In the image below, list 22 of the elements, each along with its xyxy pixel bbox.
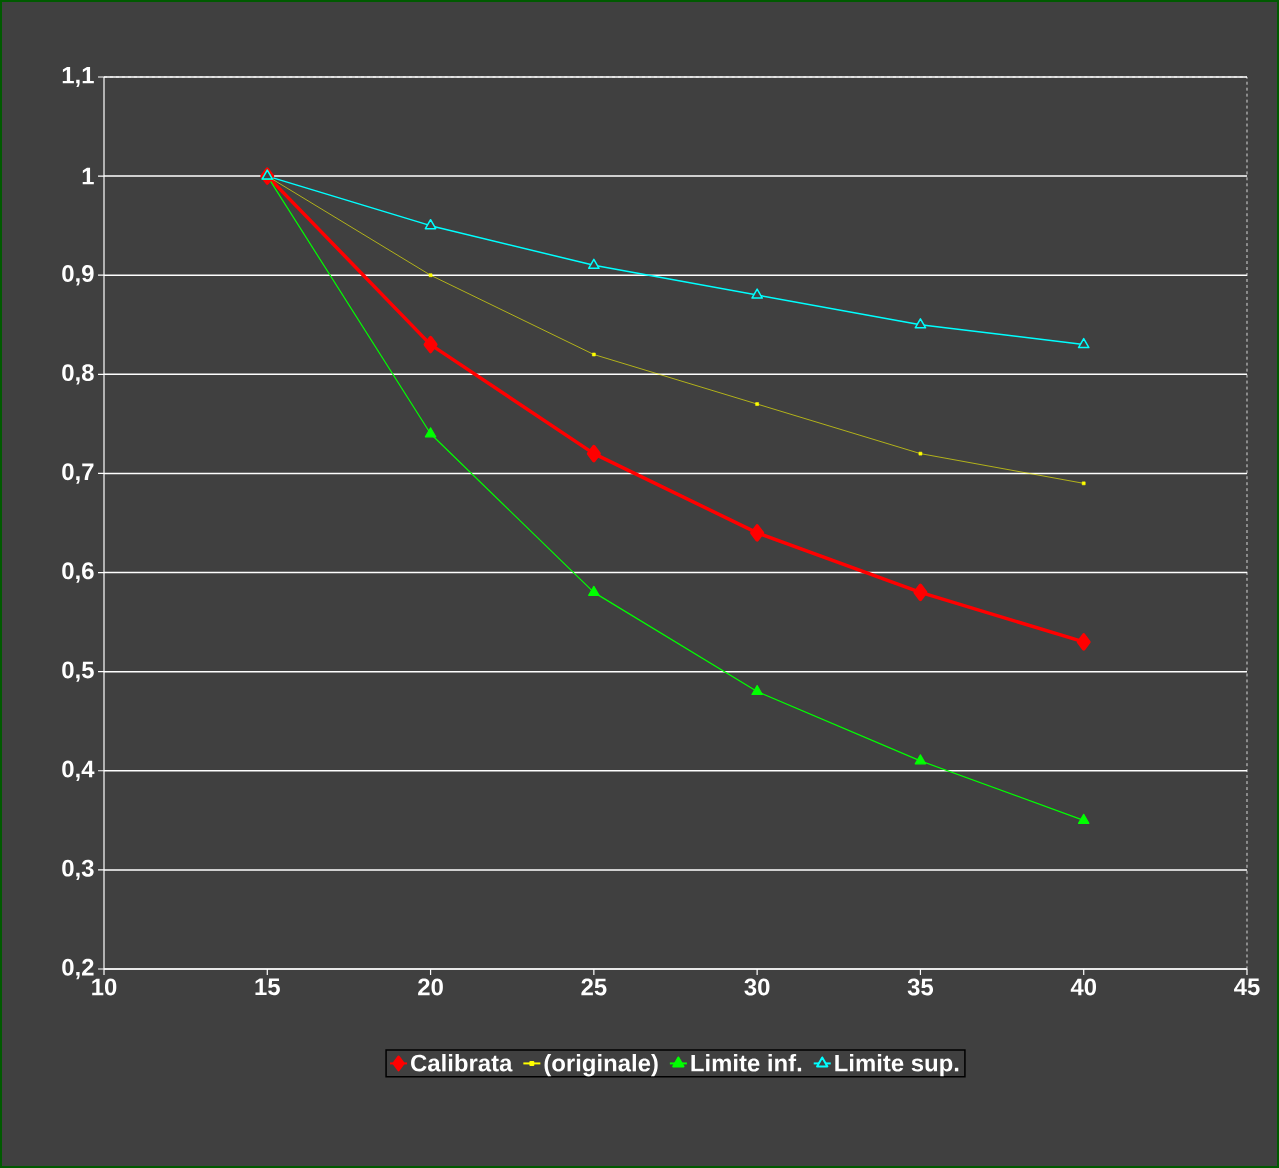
y-tick-label: 0,8 [62,364,94,385]
x-tick-label: 30 [744,978,770,996]
y-tick-label: 1 [82,167,94,185]
x-tick-label: 40 [1070,978,1097,996]
y-tick-label: 0,9 [62,265,94,286]
legend-label: (originale) [544,1054,658,1077]
x-tick-label: 10 [92,978,117,996]
x-tick-label: 35 [907,978,934,996]
y-tick-label: 0,7 [62,463,94,484]
x-tick-label: 15 [255,978,280,996]
x-tick-label: 45 [1234,978,1260,996]
x-tick-label: 20 [418,978,443,996]
y-tick-label: 1,1 [62,66,94,88]
y-tick-label: 0,6 [62,562,94,583]
legend-label: Limite sup. [835,1054,959,1077]
legend-label: Calibrata [411,1054,513,1072]
y-tick-label: 0,2 [62,958,94,980]
y-tick-label: 0,4 [62,760,95,781]
legend-label: Limite inf. [691,1054,802,1072]
y-tick-label: 0,5 [62,661,94,682]
y-tick-label: 0,3 [62,859,94,881]
x-tick-label: 25 [581,978,607,996]
